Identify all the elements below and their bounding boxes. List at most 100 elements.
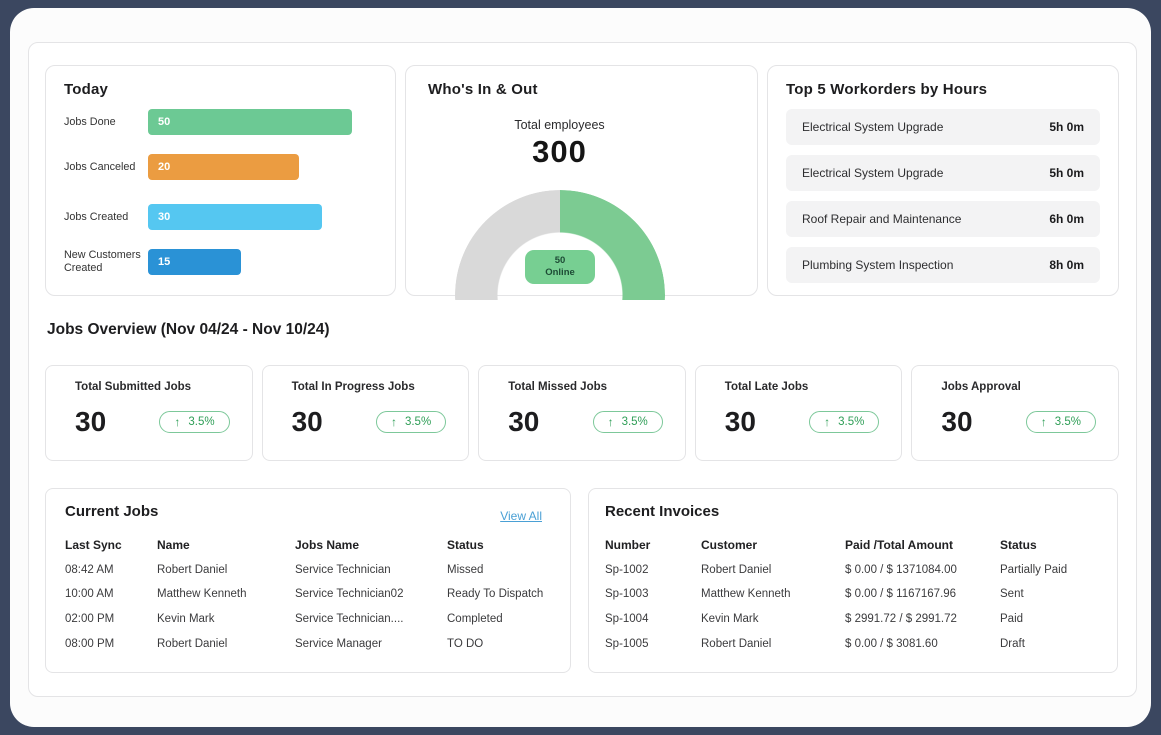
column-header: Number — [605, 538, 651, 553]
bar-new-customers: 15 — [148, 249, 241, 275]
top-workorders-title: Top 5 Workorders by Hours — [786, 81, 988, 98]
bar-label: Jobs Canceled — [64, 160, 136, 173]
trend-delta: 3.5% — [838, 416, 865, 428]
bar-jobs-canceled: 20 — [148, 154, 299, 180]
stat-card-total-late-jobs: Total Late Jobs 30 ↑ 3.5% — [694, 365, 903, 461]
cell-customer: Robert Daniel — [701, 563, 772, 576]
cell-name: Robert Daniel — [157, 637, 228, 650]
top-workorders-card: Top 5 Workorders by Hours Electrical Sys… — [767, 65, 1119, 296]
stat-bottom: 30 ↑ 3.5% — [941, 406, 1096, 438]
whos-in-out-card: Who's In & Out Total employees 300 50 On… — [405, 65, 758, 300]
bar-value: 30 — [158, 211, 171, 223]
cell-status: Paid — [1000, 613, 1024, 626]
cell-customer: Robert Daniel — [701, 637, 772, 650]
bar-row-jobs-done: Jobs Done 50 — [64, 109, 352, 135]
dashboard-panel: Today Jobs Done 50 Jobs Canceled 20 Jobs… — [28, 42, 1137, 697]
trend-delta: 3.5% — [621, 416, 648, 428]
today-card: Today Jobs Done 50 Jobs Canceled 20 Jobs… — [45, 65, 396, 296]
cell-status: Draft — [1000, 637, 1025, 650]
online-label: Online — [545, 267, 575, 278]
jobs-overview-heading: Jobs Overview (Nov 04/24 - Nov 10/24) — [47, 321, 330, 338]
cell-last-sync: 10:00 AM — [65, 588, 114, 601]
cell-status: Partially Paid — [1000, 563, 1068, 576]
bottom-cards-row: Current Jobs View All Last Sync Name Job… — [45, 488, 1118, 673]
cell-number: Sp-1004 — [605, 613, 649, 626]
bar-value: 20 — [158, 161, 171, 173]
stat-value: 30 — [291, 406, 323, 437]
up-arrow-icon: ↑ — [174, 415, 181, 429]
trend-delta: 3.5% — [188, 416, 215, 428]
online-badge: 50 Online — [525, 250, 595, 284]
cell-name: Matthew Kenneth — [157, 588, 247, 601]
column-header: Status — [447, 538, 484, 553]
up-arrow-icon: ↑ — [1040, 415, 1047, 429]
stat-value: 30 — [508, 406, 540, 437]
bar-row-jobs-canceled: Jobs Canceled 20 — [64, 154, 299, 180]
column-header: Jobs Name — [295, 538, 360, 553]
cell-jobs-name: Service Technician02 — [295, 588, 404, 601]
total-employees-block: Total employees 300 — [406, 118, 713, 170]
trend-pill: ↑ 3.5% — [1025, 411, 1096, 433]
trend-delta: 3.5% — [404, 416, 432, 428]
workorder-item: Electrical System Upgrade 5h 0m — [786, 155, 1100, 191]
stat-card-total-missed-jobs: Total Missed Jobs 30 ↑ 3.5% — [478, 365, 686, 461]
cell-status: Missed — [447, 563, 484, 576]
column-header: Last Sync — [65, 538, 122, 553]
column-header: Name — [157, 538, 190, 553]
stat-label: Jobs Approval — [941, 381, 1021, 393]
stat-label: Total In Progress Jobs — [291, 381, 415, 393]
bar-jobs-done: 50 — [148, 109, 352, 135]
cell-last-sync: 08:42 AM — [65, 563, 114, 576]
recent-invoices-table: Number Customer Paid /Total Amount Statu… — [605, 533, 1111, 656]
stat-bottom: 30 ↑ 3.5% — [508, 406, 663, 438]
column-header: Customer — [701, 538, 758, 553]
cell-name: Kevin Mark — [157, 613, 215, 626]
recent-invoices-card: Recent Invoices Number Customer Paid /To… — [588, 488, 1118, 673]
whos-in-out-title: Who's In & Out — [428, 81, 538, 98]
view-all-link[interactable]: View All — [500, 509, 542, 523]
cell-amount: $ 0.00 / $ 1167167.96 — [845, 588, 957, 601]
workorder-name: Electrical System Upgrade — [802, 166, 944, 180]
stat-label: Total Late Jobs — [724, 381, 809, 393]
up-arrow-icon: ↑ — [824, 415, 831, 429]
today-card-title: Today — [64, 81, 109, 98]
workorder-item: Electrical System Upgrade 5h 0m — [786, 109, 1100, 145]
stat-bottom: 30 ↑ 3.5% — [292, 406, 447, 438]
workorder-hours: 6h 0m — [1049, 212, 1084, 226]
trend-pill: ↑ 3.5% — [592, 411, 663, 433]
stat-card-total-submitted-jobs: Total Submitted Jobs 30 ↑ 3.5% — [45, 365, 253, 461]
current-jobs-title: Current Jobs — [65, 503, 159, 520]
cell-number: Sp-1005 — [605, 637, 649, 650]
workorder-hours: 5h 0m — [1049, 120, 1084, 134]
column-header: Status — [1000, 538, 1037, 553]
workorder-list: Electrical System Upgrade 5h 0m Electric… — [786, 109, 1100, 293]
cell-name: Robert Daniel — [157, 563, 228, 576]
trend-delta: 3.5% — [1054, 416, 1081, 428]
column-header: Paid /Total Amount — [845, 538, 953, 553]
bar-label: New Customers Created — [64, 249, 141, 274]
cell-jobs-name: Service Manager — [295, 637, 382, 650]
stat-label: Total Submitted Jobs — [75, 381, 192, 393]
workorder-hours: 8h 0m — [1049, 258, 1084, 272]
cell-amount: $ 2991.72 / $ 2991.72 — [845, 613, 957, 626]
stat-value: 30 — [724, 406, 756, 437]
cell-status: TO DO — [447, 637, 484, 650]
top-cards-row: Today Jobs Done 50 Jobs Canceled 20 Jobs… — [45, 65, 1119, 300]
stat-value: 30 — [75, 406, 107, 437]
cell-amount: $ 0.00 / $ 3081.60 — [845, 637, 938, 650]
workorder-item: Roof Repair and Maintenance 6h 0m — [786, 201, 1100, 237]
cell-jobs-name: Service Technician.... — [295, 613, 404, 626]
online-count: 50 — [554, 254, 566, 266]
bar-row-new-customers: New Customers Created 15 — [64, 249, 241, 275]
stats-row: Total Submitted Jobs 30 ↑ 3.5% Total In P… — [45, 365, 1119, 461]
current-jobs-table: Last Sync Name Jobs Name Status 08:42 AM… — [65, 533, 564, 656]
workorder-name: Plumbing System Inspection — [802, 258, 954, 272]
bar-jobs-created: 30 — [148, 204, 322, 230]
up-arrow-icon: ↑ — [607, 415, 614, 429]
cell-number: Sp-1003 — [605, 588, 649, 601]
cell-customer: Matthew Kenneth — [701, 588, 791, 601]
cell-last-sync: 08:00 PM — [65, 637, 115, 650]
stat-bottom: 30 ↑ 3.5% — [75, 406, 230, 438]
bar-label: Jobs Created — [64, 210, 129, 223]
cell-status: Ready To Dispatch — [447, 588, 544, 601]
